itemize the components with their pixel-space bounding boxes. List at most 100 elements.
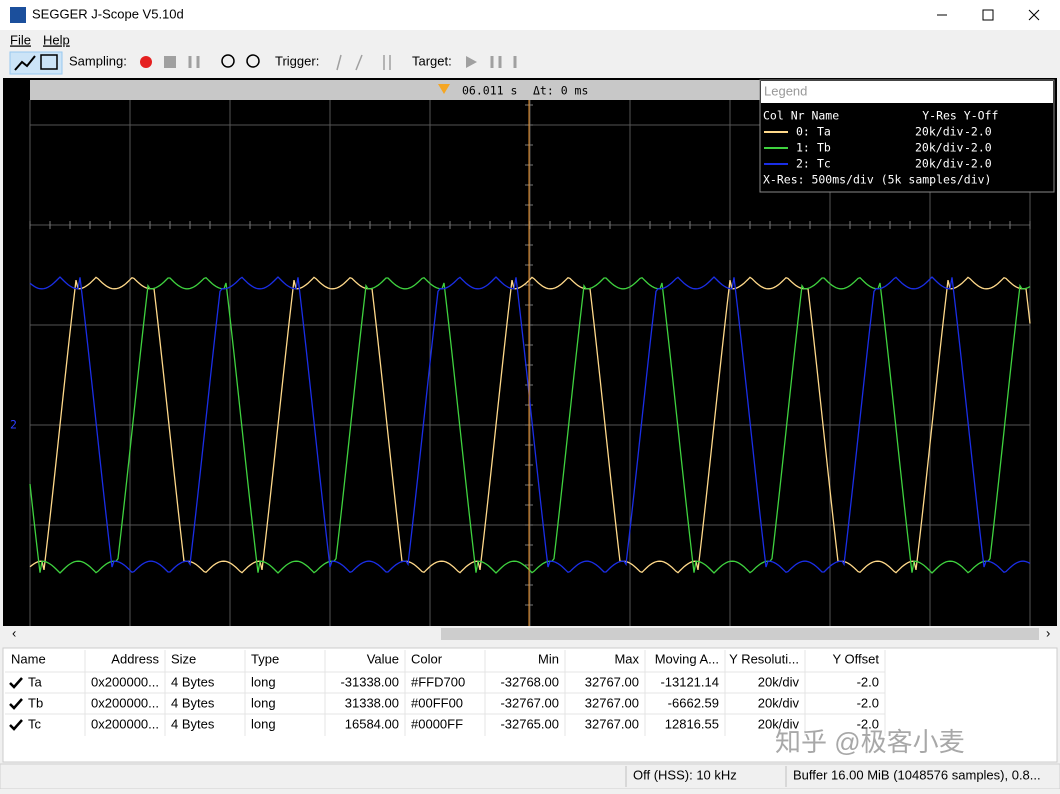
legend-yres: 20k/div xyxy=(915,157,964,171)
legend-yres: 20k/div xyxy=(915,141,964,155)
table-cell: 4 Bytes xyxy=(171,695,215,710)
status-sampling: Off (HSS): 10 kHz xyxy=(633,767,737,782)
legend-yoff: -2.0 xyxy=(964,141,992,155)
legend-title-bar xyxy=(761,81,1053,103)
stop-button[interactable] xyxy=(164,56,176,68)
record-button[interactable] xyxy=(140,56,152,68)
table: Name Address Size Type Value Color Min Max Movin… xyxy=(5,650,886,736)
column-header[interactable]: Y Resoluti... xyxy=(729,651,799,666)
table-cell: -32767.00 xyxy=(500,695,559,710)
table-cell: Ta xyxy=(28,674,43,689)
title-bar xyxy=(0,0,1060,30)
scroll-left[interactable]: ‹ xyxy=(12,625,16,640)
table-cell: -32765.00 xyxy=(500,716,559,731)
column-header[interactable]: Type xyxy=(251,651,279,666)
maximize-button[interactable] xyxy=(982,9,994,21)
table-cell: -2.0 xyxy=(857,716,879,731)
target-buttons[interactable] xyxy=(490,56,517,68)
table-cell: 0x200000... xyxy=(91,674,159,689)
column-header[interactable]: Size xyxy=(171,651,196,666)
legend-nr: 0: xyxy=(796,125,810,139)
column-header[interactable]: Moving A... xyxy=(655,651,719,666)
table-cell: #FFD700 xyxy=(411,674,465,689)
trace xyxy=(29,276,1031,574)
column-header[interactable]: Max xyxy=(614,651,639,666)
table-cell: 32767.00 xyxy=(585,695,639,710)
table-cell: 0x200000... xyxy=(91,695,159,710)
table-view-icon[interactable] xyxy=(40,54,58,70)
table-cell: 4 Bytes xyxy=(171,716,215,731)
table-cell: 20k/div xyxy=(758,695,800,710)
legend-name: Ta xyxy=(817,125,831,139)
delta-readout: Δt: 0 ms xyxy=(533,84,588,98)
pause-button[interactable] xyxy=(188,56,200,68)
variable-table xyxy=(2,647,1058,763)
table-cell: 32767.00 xyxy=(585,716,639,731)
trigger-buttons[interactable] xyxy=(336,54,391,71)
table-cell: 20k/div xyxy=(758,674,800,689)
check-icon[interactable] xyxy=(9,698,23,710)
table-cell: Tc xyxy=(28,716,42,731)
toolbar-label: Target: xyxy=(412,53,452,68)
zoom-in[interactable] xyxy=(221,54,235,68)
column-header[interactable]: Color xyxy=(411,651,443,666)
table-cell: #00FF00 xyxy=(411,695,463,710)
legend-yoff: -2.0 xyxy=(964,125,992,139)
column-header[interactable]: Min xyxy=(538,651,559,666)
chart-view-icon[interactable] xyxy=(14,55,36,71)
legend-name: Tc xyxy=(817,157,831,171)
column-header[interactable]: Value xyxy=(367,651,399,666)
table-cell: long xyxy=(251,674,276,689)
time-bar xyxy=(30,80,760,100)
table-cell: 31338.00 xyxy=(345,695,399,710)
table-cell: long xyxy=(251,716,276,731)
toolbar-label: Trigger: xyxy=(275,53,319,68)
legend-xres: X-Res: 500ms/div (5k samples/div) xyxy=(763,173,991,187)
play-button[interactable] xyxy=(466,56,477,68)
scroll-right[interactable]: › xyxy=(1046,625,1050,640)
window-title: SEGGER J-Scope V5.10d xyxy=(32,6,184,21)
toolbar-label: Sampling: xyxy=(69,53,127,68)
table-cell: 16584.00 xyxy=(345,716,399,731)
table-cell: -31338.00 xyxy=(340,674,399,689)
watermark: 知乎 @极客小麦 xyxy=(775,727,965,757)
table-cell: -32768.00 xyxy=(500,674,559,689)
trigger-marker xyxy=(438,84,450,94)
table-cell: 0x200000... xyxy=(91,716,159,731)
trace xyxy=(29,276,1031,574)
trace xyxy=(29,276,1031,574)
menu-item[interactable]: File xyxy=(10,32,31,47)
menu-item[interactable]: Help xyxy=(43,32,70,47)
table-cell: long xyxy=(251,695,276,710)
legend-title: Legend xyxy=(764,83,807,98)
legend-header: Col Nr Name Y-Res Y-Off xyxy=(763,109,998,123)
close-button[interactable] xyxy=(1028,9,1040,21)
table-cell: -2.0 xyxy=(857,674,879,689)
table-cell: -6662.59 xyxy=(668,695,719,710)
table-cell: 12816.55 xyxy=(665,716,719,731)
table-cell: Tb xyxy=(28,695,43,710)
table-cell: -13121.14 xyxy=(660,674,719,689)
check-icon[interactable] xyxy=(9,677,23,689)
legend-yres: 20k/div xyxy=(915,125,964,139)
scroll-thumb[interactable] xyxy=(441,628,1039,640)
column-header[interactable]: Address xyxy=(111,651,159,666)
check-icon[interactable] xyxy=(9,719,23,731)
legend-yoff: -2.0 xyxy=(964,157,992,171)
table-cell: 20k/div xyxy=(758,716,800,731)
legend-nr: 1: xyxy=(796,141,810,155)
legend-name: Tb xyxy=(817,141,831,155)
table-cell: 32767.00 xyxy=(585,674,639,689)
traces xyxy=(29,276,1031,574)
table-cell: #0000FF xyxy=(411,716,463,731)
column-header[interactable]: Name xyxy=(11,651,46,666)
table-cell: -2.0 xyxy=(857,695,879,710)
column-header[interactable]: Y Offset xyxy=(833,651,880,666)
app-icon xyxy=(10,7,26,23)
time-readout: 06.011 s xyxy=(462,84,517,98)
zoom-out[interactable] xyxy=(246,54,260,68)
table-cell: 4 Bytes xyxy=(171,674,215,689)
status-buffer: Buffer 16.00 MiB (1048576 samples), 0.8.… xyxy=(793,767,1041,782)
